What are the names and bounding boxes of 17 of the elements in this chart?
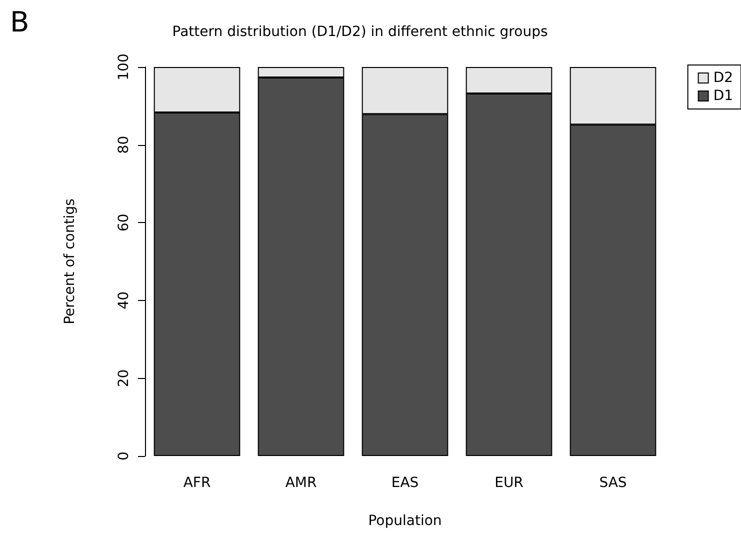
y-tick-label: 60: [116, 214, 132, 232]
x-tick-label: EAS: [391, 475, 419, 491]
y-tick-label: 20: [116, 369, 132, 388]
y-tick-label: 80: [116, 136, 132, 154]
x-tick-label: SAS: [599, 475, 627, 491]
chart-title: Pattern distribution (D1/D2) in different ethnic groups: [172, 24, 548, 40]
x-axis-title: Population: [368, 513, 442, 529]
y-tick-label: 0: [116, 452, 132, 460]
y-tick-label: 100: [116, 54, 132, 80]
y-axis-title: Percent of contigs: [62, 198, 78, 324]
text: B: [10, 6, 30, 38]
legend-label: D1: [713, 88, 733, 104]
y-tick-label: 40: [116, 291, 132, 310]
x-tick-label: EUR: [494, 475, 524, 491]
x-tick-label: AFR: [183, 475, 211, 491]
legend-label: D2: [713, 70, 733, 86]
x-tick-label: AMR: [285, 475, 317, 491]
